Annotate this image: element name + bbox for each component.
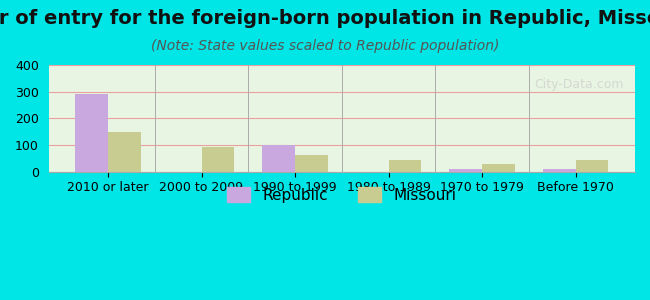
Legend: Republic, Missouri: Republic, Missouri — [221, 181, 463, 209]
Text: City-Data.com: City-Data.com — [534, 78, 623, 91]
Text: Year of entry for the foreign-born population in Republic, Missouri: Year of entry for the foreign-born popul… — [0, 9, 650, 28]
Bar — [449, 169, 482, 172]
Bar — [576, 160, 608, 172]
Bar — [263, 146, 295, 172]
Bar — [295, 155, 328, 172]
Bar — [543, 169, 576, 172]
Bar — [108, 132, 140, 172]
Text: (Note: State values scaled to Republic population): (Note: State values scaled to Republic p… — [151, 39, 499, 53]
Bar — [75, 94, 108, 172]
Bar — [202, 147, 234, 172]
Bar — [389, 160, 421, 172]
Bar — [482, 164, 515, 172]
